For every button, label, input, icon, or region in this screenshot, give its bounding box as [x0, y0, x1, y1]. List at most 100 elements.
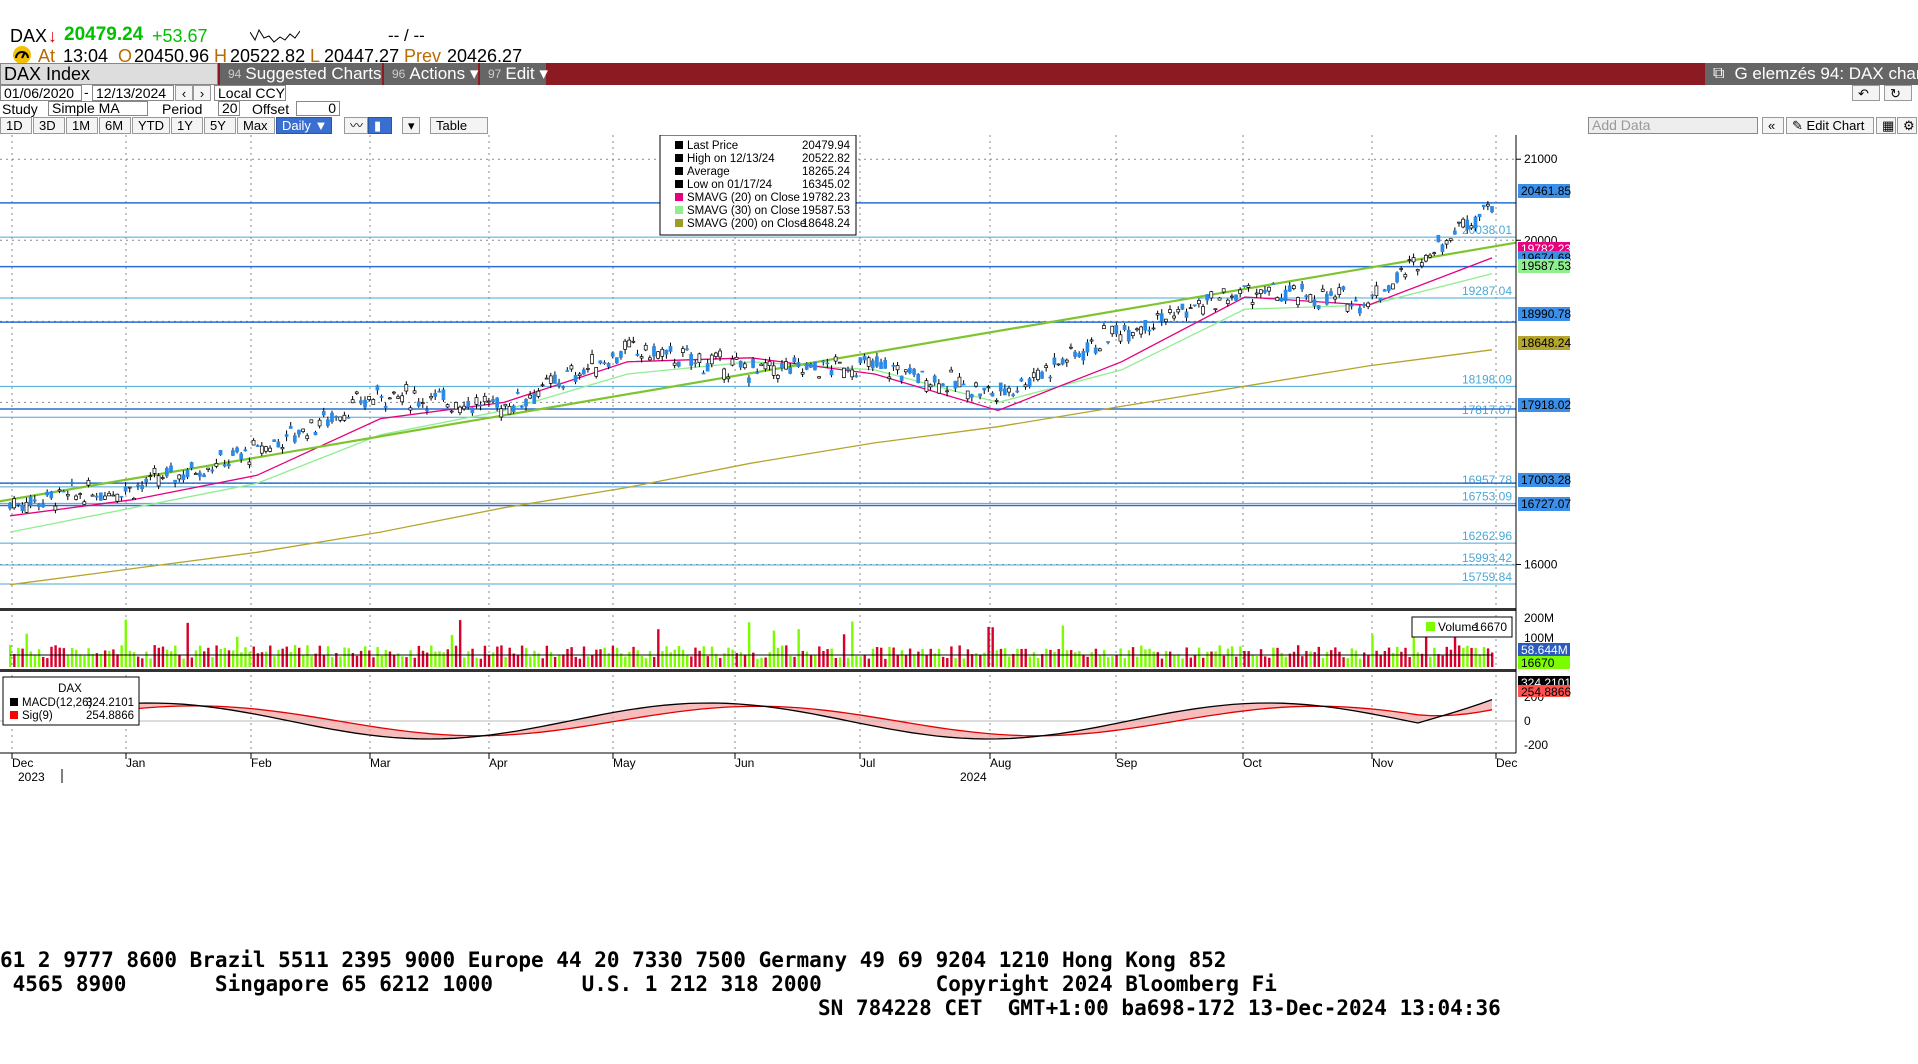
add-data-field[interactable]: Add Data — [1588, 117, 1758, 134]
open-value: 20450.96 — [134, 46, 210, 66]
candle-body — [107, 492, 111, 497]
refresh-icon[interactable]: ↻ — [1884, 85, 1912, 101]
volume-bar — [169, 651, 173, 667]
study-select[interactable]: Simple MA — [48, 101, 148, 116]
volume-bar — [1491, 652, 1494, 667]
volume-bar — [1449, 649, 1453, 667]
volume-bar — [1214, 651, 1217, 667]
collapse-icon[interactable]: « — [1762, 117, 1784, 134]
volume-bar — [161, 646, 165, 667]
legend-value: 18648.24 — [802, 218, 851, 230]
range-max-button[interactable]: Max — [237, 117, 275, 134]
candle-body — [544, 377, 549, 380]
settings-gear-icon[interactable]: ⚙ — [1897, 117, 1917, 134]
volume-bar — [747, 622, 751, 667]
volume-bar — [1313, 652, 1316, 667]
frequency-select[interactable]: Daily ▼ — [276, 117, 332, 134]
currency-select[interactable]: Local CCY — [214, 85, 286, 101]
candle-body — [1424, 255, 1428, 262]
candle-body — [1419, 262, 1424, 267]
candle-body — [98, 492, 103, 501]
actions-button[interactable]: 96 Actions ▾ — [384, 63, 478, 85]
suggested-charts-button[interactable]: 94 Suggested Charts ▾ — [220, 63, 395, 85]
candle-body — [1027, 378, 1032, 387]
candle-body — [297, 429, 301, 435]
candle-body — [565, 370, 570, 372]
candle-type-icon[interactable]: ▮ — [368, 117, 392, 134]
prev-period-button[interactable]: ‹ — [175, 85, 193, 101]
volume-bar — [624, 656, 627, 667]
volume-bar — [145, 651, 148, 667]
volume-bar — [958, 645, 961, 667]
offset-input[interactable]: 0 — [296, 101, 340, 116]
candle-body — [1428, 254, 1432, 258]
volume-bar — [1284, 656, 1287, 667]
candle-body — [1452, 230, 1457, 235]
candle-body — [709, 354, 714, 365]
security-field[interactable]: DAX Index — [0, 63, 218, 85]
volume-bar — [1111, 656, 1114, 667]
candle-body — [870, 360, 875, 369]
candle-body — [305, 435, 310, 439]
undo-icon[interactable]: ↶ — [1852, 85, 1880, 101]
month-label: Oct — [1243, 756, 1262, 770]
volume-bar — [1375, 650, 1378, 667]
candle-body — [264, 446, 268, 452]
volume-bar — [962, 658, 965, 667]
volume-bar — [611, 645, 615, 667]
candle-body — [1155, 313, 1160, 316]
volume-bar — [545, 645, 549, 667]
volume-bar — [1272, 647, 1275, 667]
candle-body — [379, 396, 384, 398]
edit-chart-button[interactable]: ✎ Edit Chart — [1786, 117, 1874, 134]
range-ytd-button[interactable]: YTD — [132, 117, 170, 134]
chart-area[interactable]: 20038.01 19287.04 18198.09 17817.07 16957.78… — [0, 135, 1918, 932]
volume-bar — [789, 655, 792, 667]
range-6m-button[interactable]: 6M — [99, 117, 131, 134]
price-tag-label: 20461.85 — [1521, 184, 1571, 198]
range-5y-button[interactable]: 5Y — [204, 117, 236, 134]
volume-bar — [1280, 652, 1283, 667]
end-date-field[interactable]: 12/13/2024 — [92, 85, 174, 101]
volume-bar — [1012, 653, 1015, 667]
candle-body — [1159, 313, 1164, 322]
candle-body — [850, 369, 854, 378]
volume-bar — [1470, 647, 1473, 667]
volume-bar — [1243, 650, 1246, 667]
volume-bar — [1338, 651, 1341, 667]
candle-body — [866, 357, 871, 367]
candle-body — [899, 375, 904, 381]
range-1d-button[interactable]: 1D — [0, 117, 32, 134]
candle-body — [193, 473, 198, 475]
volume-bar — [487, 654, 491, 667]
legend-swatch — [675, 206, 683, 214]
volume-bar — [731, 649, 734, 667]
volume-tag — [1518, 643, 1570, 656]
start-date-field[interactable]: 01/06/2020 — [0, 85, 82, 101]
volume-bar — [1301, 656, 1304, 667]
period-input[interactable]: 20 — [218, 101, 240, 116]
candle-body — [1151, 327, 1156, 330]
volume-bar — [79, 654, 82, 667]
more-types-icon[interactable]: ▾ — [402, 117, 420, 134]
candle-body — [936, 383, 941, 394]
candle-body — [111, 494, 116, 497]
volume-bar — [537, 653, 540, 667]
range-1y-button[interactable]: 1Y — [171, 117, 203, 134]
chart-title-button[interactable]: ⧉ G elemzés 94: DAX chart — [1705, 63, 1918, 85]
line-type-icon[interactable]: 〰 — [344, 117, 368, 134]
range-1m-button[interactable]: 1M — [66, 117, 98, 134]
candle-body — [1205, 294, 1210, 301]
volume-bar — [351, 653, 355, 667]
range-3d-button[interactable]: 3D — [33, 117, 65, 134]
chart-options-icon[interactable]: ▦ — [1876, 117, 1896, 134]
volume-bar — [768, 652, 771, 667]
volume-bar — [124, 619, 127, 667]
table-button[interactable]: Table — [430, 117, 488, 134]
volume-bar — [921, 649, 924, 667]
next-period-button[interactable]: › — [193, 85, 211, 101]
volume-bar — [343, 647, 346, 667]
candle-body — [887, 376, 892, 379]
edit-button[interactable]: 97 Edit ▾ — [480, 63, 548, 85]
study-label: Study — [2, 101, 38, 117]
